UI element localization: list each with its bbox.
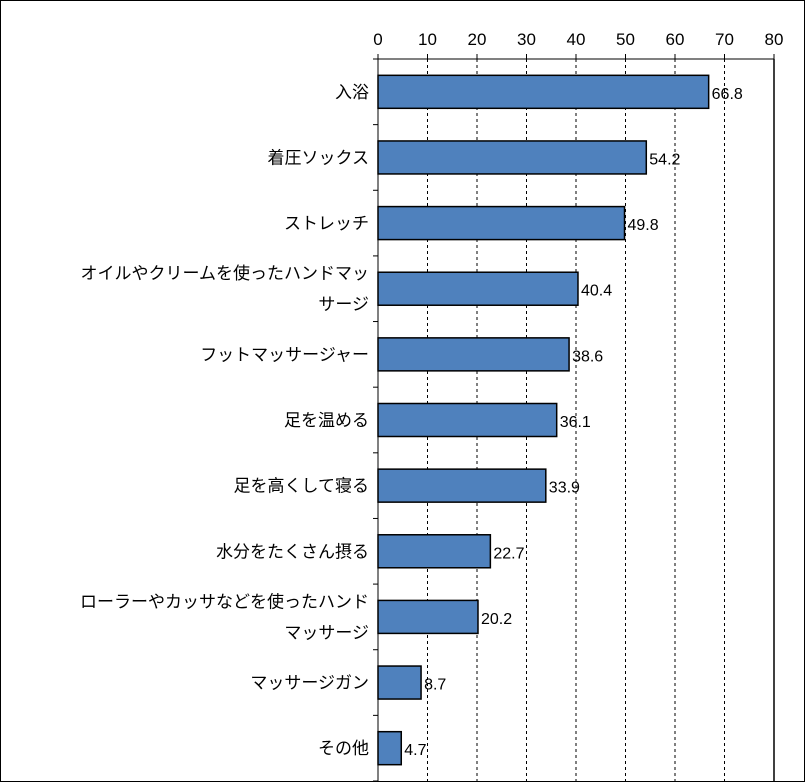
category-label: 足を温める (284, 411, 369, 431)
bar (377, 140, 648, 175)
category-label: サージ (318, 295, 369, 315)
axes (373, 54, 775, 782)
category-label: ローラーやカッサなどを使ったハンド (80, 591, 369, 612)
bar (377, 337, 570, 372)
bar (377, 665, 422, 700)
data-label: 4.7 (404, 742, 426, 759)
category-label: マッサージガン (250, 674, 369, 694)
bar (377, 599, 479, 635)
bar (377, 205, 626, 241)
bar (377, 402, 558, 438)
data-label: 40.4 (581, 283, 612, 300)
category-label: 足を高くして寝る (234, 476, 370, 497)
bars (377, 74, 710, 766)
category-label: 水分をたくさん摂る (216, 542, 369, 562)
category-label: その他 (318, 739, 369, 759)
data-label: 22.7 (493, 545, 524, 562)
x-tick-label: 80 (765, 30, 784, 49)
bar (377, 468, 547, 503)
data-label: 54.2 (649, 151, 680, 168)
category-label: マッサージ (284, 623, 369, 643)
data-label: 49.8 (628, 217, 659, 234)
x-tick-label: 20 (468, 30, 487, 49)
data-label: 38.6 (572, 348, 603, 365)
x-tick-label: 60 (666, 30, 685, 49)
category-label: ストレッチ (284, 214, 369, 234)
data-label: 36.1 (560, 414, 591, 431)
x-tick-label: 10 (418, 30, 437, 49)
bar (377, 271, 579, 306)
category-label: 着圧ソックス (268, 148, 370, 168)
data-label: 8.7 (424, 677, 446, 694)
bar (377, 534, 492, 569)
x-tick-label: 40 (567, 30, 586, 49)
x-tick-label: 70 (715, 30, 734, 49)
labels: 0 10 20 30 40 50 60 70 80 66.8 入浴 54.2 着圧ソックス 49.8 ストレ… (80, 30, 783, 759)
x-tick-label: 30 (517, 30, 536, 49)
x-tick-label: 0 (373, 30, 382, 49)
category-label: オイルやクリームを使ったハンドマッ (81, 263, 370, 284)
data-label: 20.2 (481, 611, 512, 628)
x-tick-label: 50 (616, 30, 635, 49)
category-label: フットマッサージャー (200, 345, 369, 365)
data-label: 33.9 (549, 480, 580, 497)
category-label: 入浴 (335, 83, 369, 103)
data-label: 66.8 (712, 86, 743, 103)
bar (377, 74, 710, 110)
bar (377, 730, 403, 766)
